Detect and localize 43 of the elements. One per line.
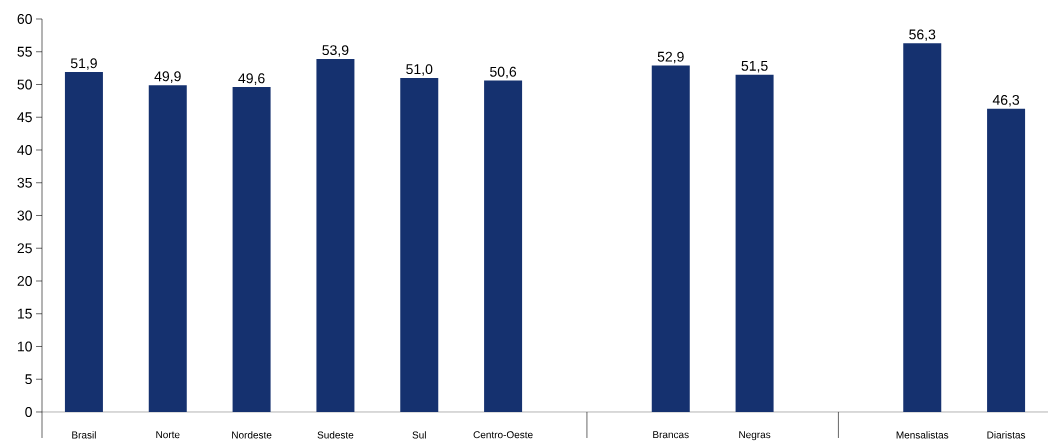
- data-label: 51,9: [70, 58, 97, 70]
- x-tick-label: Sul: [412, 431, 426, 439]
- data-label: 49,6: [238, 73, 265, 85]
- data-label: 51,0: [406, 64, 433, 76]
- data-label: 52,9: [657, 51, 684, 64]
- y-tick-label: 20: [17, 276, 32, 286]
- bar: [651, 65, 690, 412]
- y-tick-label: 15: [17, 308, 32, 319]
- x-tick-label: Brasil: [72, 431, 96, 439]
- y-tick-label: 35: [17, 177, 32, 188]
- data-label: 51,5: [741, 61, 768, 73]
- x-tick-label: Mensalistas: [896, 431, 949, 439]
- y-tick-label: 50: [17, 79, 32, 90]
- bar: [484, 80, 523, 412]
- y-tick-label: 55: [17, 46, 32, 57]
- x-tick-label: Nordeste: [232, 431, 272, 439]
- data-label: 50,6: [490, 66, 517, 79]
- bar: [735, 74, 774, 412]
- x-tick-label: Sudeste: [317, 431, 354, 439]
- data-label: 46,3: [992, 94, 1020, 107]
- y-tick-label: 30: [17, 210, 32, 221]
- data-label: 53,9: [322, 45, 349, 57]
- y-tick-label: 60: [17, 14, 32, 24]
- x-tick-label: Negras: [739, 431, 771, 441]
- bar: [64, 72, 103, 412]
- y-tick-label: 40: [17, 145, 32, 155]
- bar: [400, 77, 439, 412]
- x-tick-label: Centro-Oeste: [473, 431, 533, 439]
- y-tick-label: 0: [25, 407, 32, 417]
- data-label: 49,9: [154, 71, 181, 83]
- data-label: 56,3: [909, 29, 936, 42]
- x-tick-label: Norte: [156, 431, 180, 439]
- bar: [232, 87, 271, 412]
- y-tick-label: 45: [17, 112, 32, 123]
- y-tick-label: 25: [17, 243, 32, 254]
- bar: [148, 85, 187, 412]
- x-tick-label: Brancas: [653, 431, 689, 439]
- y-tick-label: 5: [25, 374, 32, 385]
- y-tick-label: 10: [17, 341, 32, 352]
- bar: [987, 108, 1026, 412]
- bar: [316, 58, 355, 412]
- bar: [903, 43, 942, 412]
- x-tick-label: Diaristas: [987, 431, 1026, 439]
